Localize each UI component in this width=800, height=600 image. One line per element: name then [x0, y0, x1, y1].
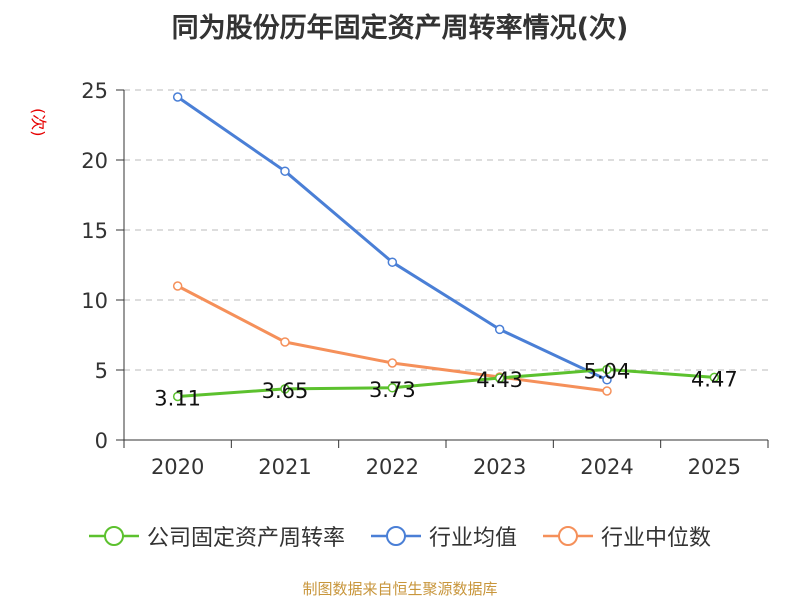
y-tick-label-20: 20	[81, 149, 108, 173]
point-company-2024	[602, 364, 612, 375]
point-industry_avg-2024	[602, 375, 612, 385]
chart-title: 同为股份历年固定资产周转率情况(次)	[171, 13, 629, 44]
x-tick-label-2025: 2025	[688, 455, 741, 479]
y-tick-label-0: 0	[95, 429, 108, 453]
x-tick-label-2023: 2023	[473, 455, 526, 479]
legend-item-industry-avg[interactable]: 行业均值	[370, 520, 517, 552]
series-line-industry_avg	[176, 95, 609, 382]
legend: 公司固定资产周转率 行业均值 行业中位数	[0, 520, 800, 552]
legend-label-company: 公司固定资产周转率	[146, 526, 345, 551]
point-industry_avg-2022	[387, 257, 398, 267]
y-tick-label-25: 25	[81, 79, 108, 103]
point-industry_median-2021	[280, 337, 290, 347]
y-tick-label-5: 5	[95, 359, 108, 383]
data-label-company-2020: 3.11	[154, 386, 201, 410]
point-company-2023	[494, 373, 505, 383]
legend-marker-company	[88, 526, 139, 546]
point-industry_avg-2021	[280, 166, 290, 176]
point-industry_median-2024	[602, 386, 612, 396]
point-company-2022	[387, 383, 398, 393]
point-company-2021	[280, 384, 290, 394]
data-source-note: 制图数据来自恒生聚源数据库	[302, 580, 498, 598]
legend-marker-industry-avg	[370, 526, 421, 546]
data-label-company-2023: 4.43	[476, 368, 523, 392]
point-industry_median-2022	[387, 358, 398, 368]
point-company-2020	[172, 391, 183, 402]
point-industry_avg-2020	[172, 92, 183, 102]
x-tick-label-2021: 2021	[258, 455, 311, 479]
x-tick-label-2020: 2020	[151, 455, 204, 479]
data-label-company-2024: 5.04	[584, 359, 631, 383]
legend-item-company[interactable]: 公司固定资产周转率	[88, 520, 345, 552]
point-company-2025	[709, 372, 720, 383]
x-tick-label-2024: 2024	[580, 455, 633, 479]
data-label-company-2021: 3.65	[262, 379, 309, 403]
data-label-company-2025: 4.47	[691, 367, 738, 391]
data-label-company-2022: 3.73	[369, 378, 416, 402]
point-industry_median-2020	[172, 281, 183, 291]
y-tick-label-10: 10	[81, 289, 108, 313]
x-tick-label-2022: 2022	[366, 455, 419, 479]
legend-item-industry-median[interactable]: 行业中位数	[543, 520, 711, 552]
point-industry_avg-2023	[494, 324, 505, 335]
legend-label-industry-median: 行业中位数	[601, 526, 712, 551]
legend-marker-industry-median	[543, 526, 593, 546]
legend-label-industry-avg: 行业均值	[428, 526, 517, 551]
series-line-company	[176, 367, 716, 398]
y-tick-label-15: 15	[81, 219, 108, 243]
